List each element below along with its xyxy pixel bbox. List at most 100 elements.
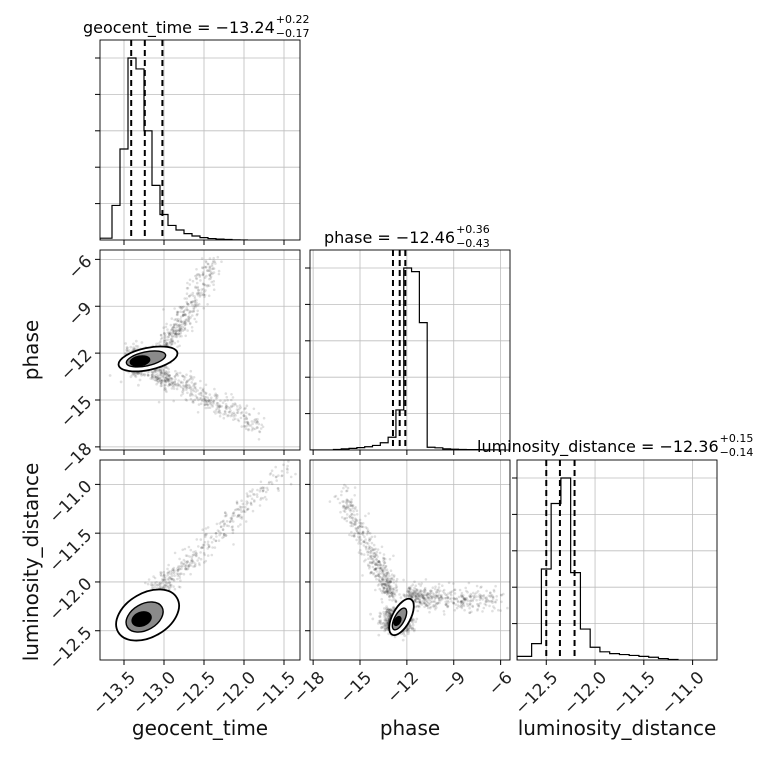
scatter-point xyxy=(415,604,419,608)
scatter-point xyxy=(203,400,207,403)
scatter-point xyxy=(453,609,457,612)
scatter-point xyxy=(162,342,166,345)
scatter-point xyxy=(186,564,190,568)
scatter-point xyxy=(436,588,440,592)
scatter-point xyxy=(423,588,427,591)
scatter-point xyxy=(371,548,375,551)
y-tick-label: −18 xyxy=(57,439,97,479)
scatter-point xyxy=(207,399,211,403)
scatter-point xyxy=(173,333,177,336)
scatter-point xyxy=(485,596,488,599)
scatter-point xyxy=(208,265,212,268)
scatter-point xyxy=(395,585,399,588)
scatter-point xyxy=(346,499,350,502)
scatter-point xyxy=(393,589,396,592)
scatter-point xyxy=(408,593,412,596)
scatter-point xyxy=(385,590,389,594)
scatter-point xyxy=(282,463,285,467)
scatter-point xyxy=(166,372,169,375)
scatter-point xyxy=(188,278,192,282)
scatter-point xyxy=(183,323,186,326)
scatter-point xyxy=(168,383,171,386)
scatter-point xyxy=(209,275,213,279)
x-tick-label: −13.5 xyxy=(89,668,140,719)
scatter-point xyxy=(381,582,384,586)
scatter-point xyxy=(357,531,361,535)
scatter-point xyxy=(447,592,450,595)
scatter-point xyxy=(419,602,423,605)
scatter-point xyxy=(393,635,397,639)
scatter-point xyxy=(466,604,470,608)
title-lower-error: −0.14 xyxy=(720,446,754,459)
scatter-point xyxy=(417,594,421,598)
scatter-point xyxy=(468,595,472,598)
scatter-point xyxy=(409,626,412,630)
scatter-point xyxy=(176,382,180,385)
scatter-point xyxy=(383,591,387,594)
plot-content xyxy=(517,460,717,660)
scatter-point xyxy=(176,371,179,375)
scatter-point xyxy=(369,549,373,553)
scatter-point xyxy=(216,404,220,408)
scatter-point xyxy=(164,580,167,584)
scatter-point xyxy=(176,384,179,388)
scatter-point xyxy=(187,545,191,549)
scatter-point xyxy=(388,585,392,589)
scatter-point xyxy=(204,399,208,402)
scatter-point xyxy=(181,374,184,378)
scatter-point xyxy=(218,522,222,525)
scatter-point xyxy=(435,603,438,606)
scatter-point xyxy=(379,589,383,593)
scatter-point xyxy=(167,370,171,374)
scatter-point xyxy=(181,314,185,318)
scatter-point xyxy=(385,590,388,593)
scatter-point xyxy=(353,534,356,538)
scatter-point xyxy=(328,500,332,503)
scatter-point xyxy=(179,327,182,330)
scatter-point xyxy=(177,567,181,571)
scatter-point xyxy=(209,536,213,540)
scatter-point xyxy=(371,565,375,569)
scatter-point xyxy=(187,319,190,323)
scatter-point xyxy=(417,582,421,586)
scatter-point xyxy=(154,370,158,374)
scatter-point xyxy=(453,592,457,595)
scatter-point xyxy=(370,541,374,545)
scatter-point xyxy=(433,600,437,603)
scatter-point xyxy=(185,297,188,300)
scatter-point xyxy=(176,569,180,572)
scatter-point xyxy=(162,339,166,343)
scatter-point xyxy=(193,385,197,388)
scatter-point xyxy=(383,607,386,610)
scatter-point xyxy=(186,315,190,319)
scatter-point xyxy=(381,589,385,592)
scatter-point xyxy=(272,474,275,477)
scatter-point xyxy=(242,510,245,513)
scatter-point xyxy=(250,490,254,493)
scatter-point xyxy=(388,595,391,598)
scatter-point xyxy=(390,592,394,595)
scatter-point xyxy=(468,604,472,607)
scatter-point xyxy=(158,584,162,587)
scatter-point xyxy=(237,525,240,528)
scatter-point xyxy=(165,373,168,376)
scatter-point xyxy=(176,333,179,337)
scatter-point xyxy=(407,630,411,634)
scatter-point xyxy=(196,389,199,392)
scatter-point xyxy=(164,585,168,588)
scatter-point xyxy=(398,593,401,596)
scatter-point xyxy=(426,596,430,600)
scatter-point xyxy=(159,384,163,388)
scatter-point xyxy=(172,382,175,386)
scatter-point xyxy=(390,589,393,593)
scatter-point xyxy=(190,326,194,329)
scatter-point xyxy=(386,614,389,617)
scatter-point xyxy=(383,583,387,586)
scatter-point xyxy=(195,554,198,557)
scatter-point xyxy=(486,598,490,602)
scatter-point xyxy=(385,610,389,614)
scatter-point xyxy=(416,609,420,613)
scatter-point xyxy=(193,398,197,402)
scatter-point xyxy=(391,606,395,610)
scatter-point xyxy=(377,559,381,563)
